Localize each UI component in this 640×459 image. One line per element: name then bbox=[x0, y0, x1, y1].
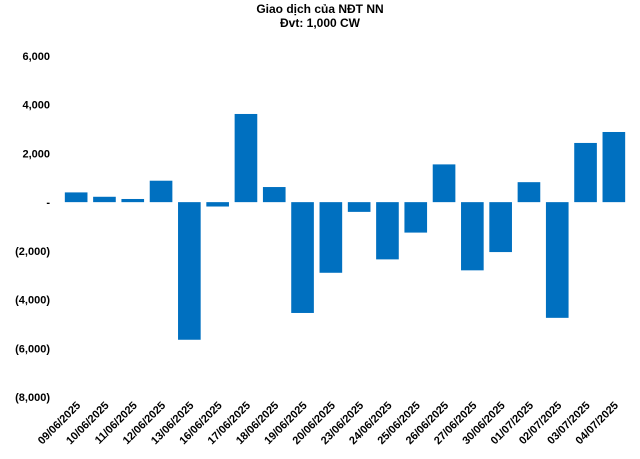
bar bbox=[602, 131, 626, 203]
bar bbox=[432, 164, 456, 203]
y-tick-label: 2,000 bbox=[22, 148, 50, 160]
y-tick-label: (2,000) bbox=[15, 246, 50, 258]
y-tick-label: 6,000 bbox=[22, 51, 50, 63]
bar bbox=[461, 202, 484, 271]
bar bbox=[64, 192, 88, 203]
bars-group bbox=[64, 113, 626, 340]
y-tick-label: - bbox=[46, 197, 50, 209]
bar bbox=[574, 142, 597, 203]
bar bbox=[121, 198, 145, 203]
bar bbox=[517, 182, 541, 203]
y-tick-label: (4,000) bbox=[15, 295, 50, 307]
bar bbox=[319, 202, 343, 273]
bar bbox=[545, 202, 569, 318]
y-tick-label: (6,000) bbox=[15, 343, 50, 355]
y-tick-label: (8,000) bbox=[15, 392, 50, 404]
bar bbox=[93, 196, 116, 203]
x-axis: 09/06/202510/06/202511/06/202512/06/2025… bbox=[36, 400, 621, 447]
bar bbox=[234, 113, 258, 203]
chart-title-line: Giao dịch của NĐT NN bbox=[256, 2, 384, 16]
bar bbox=[347, 202, 371, 212]
bar bbox=[149, 180, 173, 203]
bar bbox=[291, 202, 314, 313]
chart-subtitle-line: Đvt: 1,000 CW bbox=[279, 16, 361, 30]
y-tick-label: 4,000 bbox=[22, 100, 50, 112]
y-axis: 6,000 4,000 2,000 - (2,000) (4,000) (6,000) (8,… bbox=[15, 51, 50, 404]
bar bbox=[376, 202, 399, 260]
bar bbox=[489, 202, 512, 253]
bar bbox=[404, 202, 428, 233]
chart-title: Giao dịch của NĐT NN Đvt: 1,000 CW bbox=[0, 2, 640, 30]
bar bbox=[206, 202, 229, 207]
bar bbox=[178, 202, 201, 340]
bar bbox=[262, 187, 286, 203]
